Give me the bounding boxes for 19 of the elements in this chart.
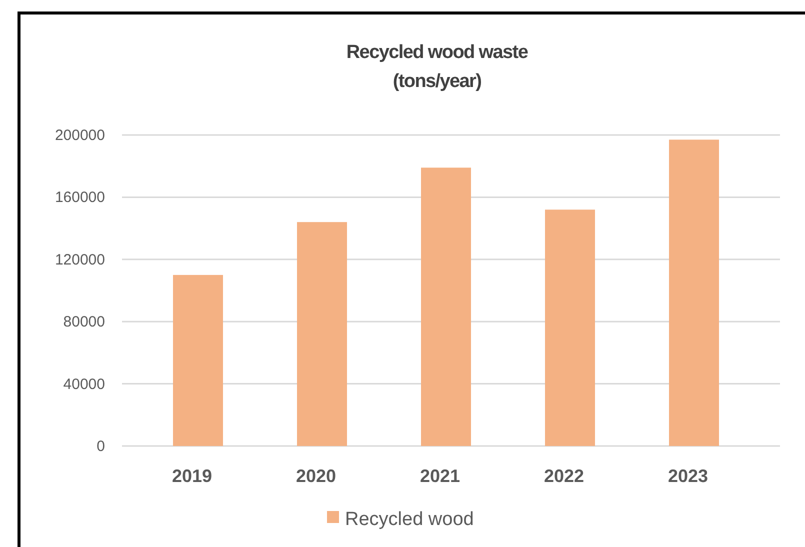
y-tick-label: 40000 <box>63 376 105 393</box>
bar <box>173 274 223 446</box>
bar <box>669 140 719 446</box>
y-tick-label: 0 <box>96 438 105 455</box>
chart-subtitle: (tons/year) <box>392 71 482 92</box>
x-tick-label: 2021 <box>420 466 460 486</box>
x-tick-label: 2022 <box>544 466 584 486</box>
y-tick-label: 200000 <box>54 127 105 144</box>
y-tick-label: 80000 <box>63 314 105 331</box>
bar <box>545 210 595 446</box>
y-tick-label: 160000 <box>54 189 105 206</box>
chart-title: Recycled wood waste <box>346 42 528 63</box>
x-tick-label: 2020 <box>296 466 336 486</box>
legend-label: Recycled wood <box>345 509 474 530</box>
y-tick-label: 120000 <box>54 251 105 268</box>
x-tick-label: 2023 <box>668 466 708 486</box>
x-tick-label: 2019 <box>172 466 212 486</box>
bar <box>297 222 347 446</box>
bar <box>421 168 471 446</box>
